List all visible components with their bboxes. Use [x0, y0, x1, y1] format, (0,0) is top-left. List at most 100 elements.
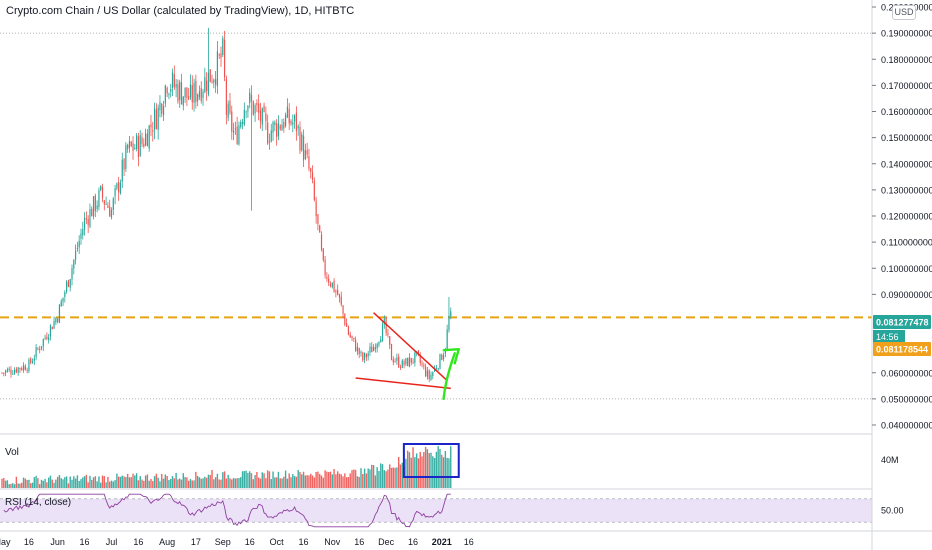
candle-body: [243, 109, 245, 125]
volume-bar: [96, 481, 98, 488]
volume-bar: [198, 477, 201, 488]
time-tick-label: 16: [299, 537, 309, 547]
candle: [324, 256, 326, 279]
candle: [89, 203, 91, 229]
candle: [286, 98, 289, 119]
candle: [387, 328, 389, 338]
volume-bar: [196, 475, 199, 488]
price-tick-label: 0.120000000: [881, 212, 932, 222]
candle-body: [374, 346, 376, 350]
candle: [247, 104, 249, 118]
candle: [439, 353, 441, 370]
volume-bar: [6, 480, 9, 488]
volume-bar: [177, 479, 179, 488]
volume-bar: [345, 477, 348, 488]
candle-body: [53, 320, 55, 329]
candle: [157, 104, 159, 140]
currency-button[interactable]: USD: [892, 5, 916, 20]
candle: [150, 114, 152, 137]
candle-body: [317, 214, 319, 225]
candle: [100, 185, 102, 192]
candle-body: [423, 365, 425, 367]
candle-body: [412, 361, 414, 363]
candle: [74, 244, 77, 265]
volume-bar: [139, 476, 141, 488]
candle-body: [328, 278, 330, 283]
volume-bar: [252, 479, 254, 488]
volume-bar: [209, 474, 211, 488]
candle-body: [10, 369, 12, 374]
volume-bar: [159, 481, 161, 488]
candle-body: [200, 88, 202, 101]
candle: [193, 78, 195, 112]
candle: [57, 317, 59, 324]
candle: [394, 358, 396, 363]
volume-bar: [257, 477, 260, 488]
candle: [265, 106, 267, 131]
candle: [421, 360, 423, 368]
volume-bar: [168, 480, 170, 488]
volume-bar: [170, 478, 172, 488]
volume-bar: [227, 474, 229, 488]
candle-body: [17, 367, 19, 373]
candle: [197, 93, 199, 107]
candle: [254, 103, 256, 122]
volume-bar: [254, 475, 256, 488]
candle-body: [222, 38, 224, 55]
candle-body: [150, 124, 152, 128]
volume-bar: [152, 481, 154, 488]
volume-bar: [301, 474, 303, 488]
candle: [240, 119, 242, 129]
candle-body: [26, 370, 28, 372]
volume-bar: [423, 452, 425, 488]
candle: [232, 122, 235, 141]
candle: [136, 132, 138, 152]
candle-body: [315, 200, 317, 217]
candle-body: [24, 365, 26, 371]
candle: [317, 214, 319, 231]
candle-body: [342, 305, 344, 314]
candle-body: [308, 156, 310, 169]
volume-bar: [265, 478, 267, 488]
candle-body: [356, 346, 359, 352]
candle: [152, 121, 154, 142]
candlestick-series: [1, 27, 452, 383]
volume-bar: [35, 475, 37, 488]
volume-bar: [33, 477, 36, 488]
candle: [22, 362, 25, 373]
candle: [313, 177, 315, 202]
volume-bar: [164, 474, 167, 488]
volume-bar: [320, 475, 323, 488]
volume-bar: [281, 478, 283, 488]
volume-bar: [211, 470, 213, 488]
candle: [28, 357, 30, 374]
volume-bar: [182, 473, 184, 488]
volume-bar: [46, 482, 48, 488]
candle: [371, 342, 373, 353]
price-tick-label: 0.180000000: [881, 55, 932, 65]
time-tick-label: 16: [80, 537, 90, 547]
candle: [76, 241, 78, 252]
volume-bar: [259, 478, 262, 488]
candle-body: [286, 106, 289, 118]
candle: [123, 158, 125, 176]
candle: [419, 352, 421, 366]
candle-body: [107, 205, 109, 208]
candle-body: [437, 368, 439, 370]
volume-bar: [109, 481, 111, 488]
candle-body: [12, 373, 14, 375]
candle-body: [51, 326, 53, 330]
volume-bar: [216, 473, 219, 488]
volume-bar: [450, 446, 452, 488]
candle: [331, 282, 333, 289]
candle: [119, 179, 122, 195]
candle: [222, 35, 224, 58]
candle: [31, 358, 34, 364]
volume-bar: [200, 478, 202, 488]
candle-body: [13, 369, 16, 374]
countdown-badge: 14:56: [873, 330, 905, 343]
candle: [64, 290, 66, 303]
user-drawings[interactable]: [355, 312, 460, 478]
candle: [231, 105, 233, 140]
